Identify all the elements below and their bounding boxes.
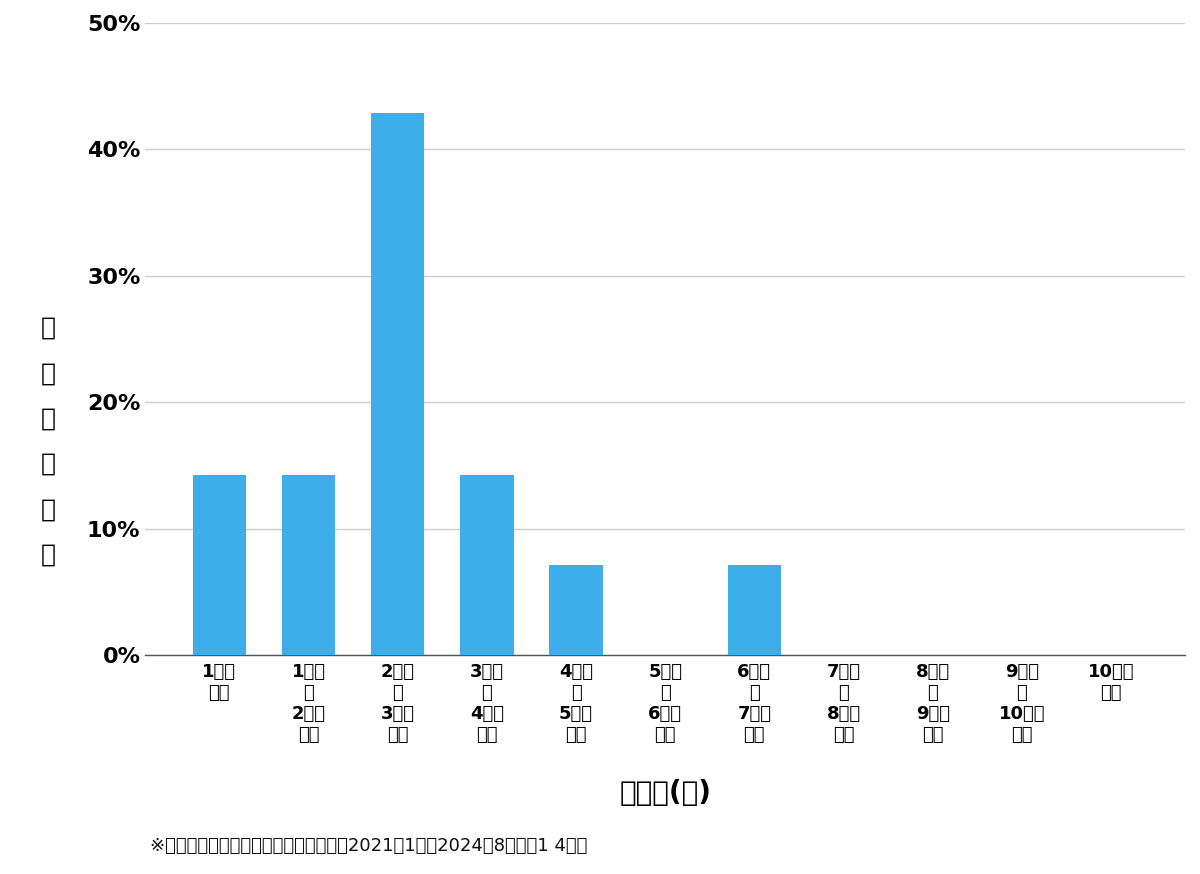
Bar [371, 114, 425, 656]
Text: 価: 価 [41, 316, 55, 340]
Text: 合: 合 [41, 543, 55, 567]
Bar [193, 475, 246, 656]
Bar [460, 475, 514, 656]
Bar [282, 475, 335, 656]
X-axis label: 価格帯(円): 価格帯(円) [619, 779, 712, 807]
Text: 帯: 帯 [41, 406, 55, 431]
Text: ※弊社受付の案件を対象に集計（期間：2021年1月～2024年8月、耔1 4件）: ※弊社受付の案件を対象に集計（期間：2021年1月～2024年8月、耔1 4件） [150, 836, 587, 855]
Text: 割: 割 [41, 497, 55, 522]
Text: の: の [41, 452, 55, 476]
Bar [550, 565, 602, 656]
Bar [727, 565, 781, 656]
Text: 格: 格 [41, 361, 55, 385]
